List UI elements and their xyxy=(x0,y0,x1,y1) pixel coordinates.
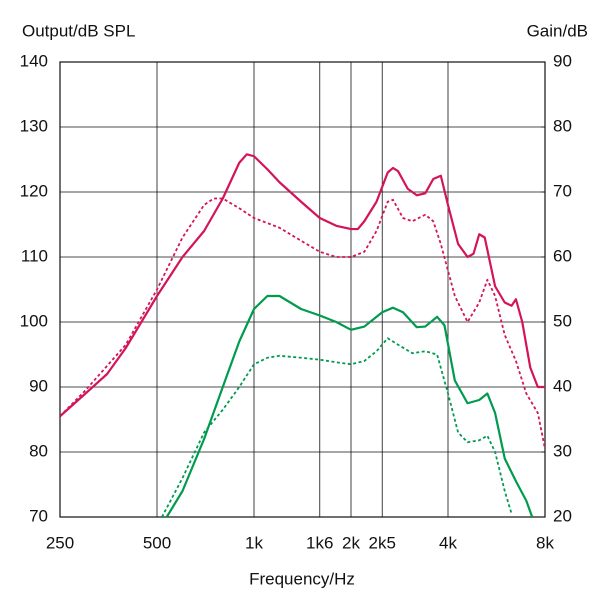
x-tick-label: 4k xyxy=(439,533,457,552)
x-tick-label: 2k xyxy=(342,533,360,552)
x-tick-label: 250 xyxy=(46,533,74,552)
y2-axis-title: Gain/dB xyxy=(527,21,588,40)
x-tick-label: 500 xyxy=(143,533,171,552)
series-line xyxy=(60,153,545,418)
x-tick-label: 8k xyxy=(536,533,554,552)
x-axis-title: Frequency/Hz xyxy=(249,569,355,588)
y2-tick-label: 20 xyxy=(553,506,572,525)
series-line xyxy=(60,197,545,449)
y2-tick-label: 80 xyxy=(553,116,572,135)
plot-frame xyxy=(59,61,546,518)
x-tick-label: 2k5 xyxy=(369,533,396,552)
series-line xyxy=(165,294,534,517)
y-axis-title: Output/dB SPL xyxy=(22,21,135,40)
y2-tick-label: 90 xyxy=(553,51,572,70)
y-tick-label: 110 xyxy=(21,246,48,265)
x-tick-label: 1k6 xyxy=(306,533,333,552)
y-tick-label: 80 xyxy=(29,441,48,460)
y-tick-label: 120 xyxy=(20,181,48,200)
y-tick-label: 70 xyxy=(29,506,48,525)
y-tick-label: 100 xyxy=(20,311,48,330)
y2-tick-label: 60 xyxy=(553,246,572,265)
y2-tick-label: 30 xyxy=(553,441,572,460)
y2-tick-label: 70 xyxy=(553,181,572,200)
y2-tick-label: 40 xyxy=(553,376,572,395)
y2-tick-label: 50 xyxy=(553,311,572,330)
y-tick-label: 90 xyxy=(29,376,48,395)
y-tick-label: 140 xyxy=(20,51,48,70)
series-line xyxy=(161,337,513,517)
x-tick-label: 1k xyxy=(245,533,263,552)
y-tick-label: 130 xyxy=(20,116,48,135)
